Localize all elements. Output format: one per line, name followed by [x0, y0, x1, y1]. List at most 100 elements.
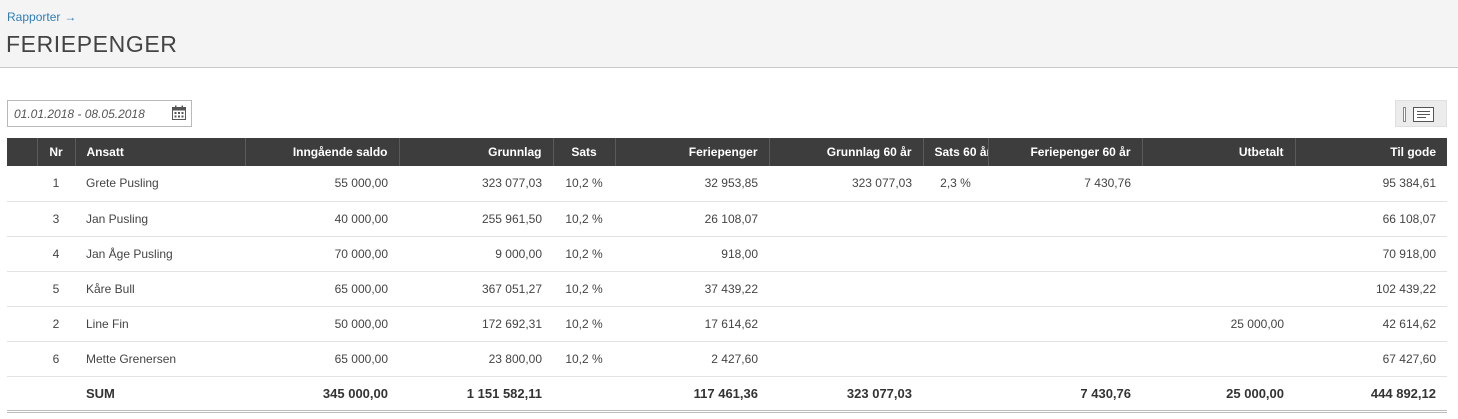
cell-rate: 10,2 % — [553, 306, 615, 342]
document-view-icon — [1413, 107, 1434, 122]
cell-nr: 5 — [37, 271, 75, 307]
sum-cell-holiday-pay: 117 461,36 — [615, 376, 769, 413]
breadcrumb-reports-link[interactable]: Rapporter → — [7, 10, 76, 24]
cell-rate-60 — [923, 236, 988, 272]
table-header-row: Nr Ansatt Inngående saldo Grunnlag Sats … — [7, 138, 1447, 166]
cell-spacer — [7, 236, 37, 272]
sum-cell-outstanding: 444 892,12 — [1295, 376, 1447, 413]
cell-basis: 172 692,31 — [399, 306, 553, 342]
table-row[interactable]: 1 Grete Pusling 55 000,00 323 077,03 10,2 % 3… — [7, 166, 1447, 202]
cell-opening-balance: 50 000,00 — [245, 306, 399, 342]
date-range-picker[interactable] — [7, 100, 192, 127]
view-toggle-button[interactable] — [1395, 100, 1447, 127]
cell-rate-60 — [923, 306, 988, 342]
table-row[interactable]: 5 Kåre Bull 65 000,00 367 051,27 10,2 % 37 43… — [7, 271, 1447, 307]
cell-outstanding: 66 108,07 — [1295, 201, 1447, 237]
cell-outstanding: 67 427,60 — [1295, 341, 1447, 377]
cell-paid-out — [1142, 271, 1295, 307]
column-header-holiday-pay-60[interactable]: Feriepenger 60 år — [988, 138, 1143, 166]
table-row[interactable]: 3 Jan Pusling 40 000,00 255 961,50 10,2 % 26 … — [7, 201, 1447, 237]
cell-rate: 10,2 % — [553, 271, 615, 307]
column-view-icon — [1403, 107, 1406, 122]
cell-employee: Jan Pusling — [75, 201, 245, 237]
column-header-employee[interactable]: Ansatt — [75, 138, 246, 166]
cell-spacer — [7, 271, 37, 307]
cell-paid-out — [1142, 201, 1295, 237]
cell-basis-60: 323 077,03 — [769, 166, 923, 202]
cell-nr: 3 — [37, 201, 75, 237]
cell-rate-60 — [923, 341, 988, 377]
sum-cell-opening-balance: 345 000,00 — [245, 376, 399, 413]
cell-outstanding: 95 384,61 — [1295, 166, 1447, 202]
cell-rate: 10,2 % — [553, 236, 615, 272]
calendar-icon[interactable] — [171, 105, 187, 121]
sum-cell-basis-60: 323 077,03 — [769, 376, 923, 413]
cell-paid-out — [1142, 166, 1295, 202]
cell-rate-60 — [923, 201, 988, 237]
column-header-basis[interactable]: Grunnlag — [399, 138, 554, 166]
cell-nr: 4 — [37, 236, 75, 272]
cell-nr: 1 — [37, 166, 75, 202]
cell-employee: Kåre Bull — [75, 271, 245, 307]
cell-basis: 255 961,50 — [399, 201, 553, 237]
cell-outstanding: 70 918,00 — [1295, 236, 1447, 272]
cell-holiday-pay: 26 108,07 — [615, 201, 769, 237]
column-header-paid-out[interactable]: Utbetalt — [1142, 138, 1296, 166]
breadcrumb-label: Rapporter — [7, 10, 61, 24]
column-header-holiday-pay[interactable]: Feriepenger — [615, 138, 770, 166]
cell-basis: 367 051,27 — [399, 271, 553, 307]
cell-basis-60 — [769, 341, 923, 377]
table-row[interactable]: 4 Jan Åge Pusling 70 000,00 9 000,00 10,2 % 9… — [7, 236, 1447, 272]
column-header-opening-balance[interactable]: Inngående saldo — [245, 138, 400, 166]
sum-cell-rate — [553, 376, 615, 413]
cell-spacer — [7, 166, 37, 202]
cell-basis-60 — [769, 201, 923, 237]
sum-cell-paid-out: 25 000,00 — [1142, 376, 1295, 413]
cell-spacer — [7, 306, 37, 342]
cell-opening-balance: 40 000,00 — [245, 201, 399, 237]
cell-employee: Mette Grenersen — [75, 341, 245, 377]
sum-row: SUM 345 000,00 1 151 582,11 117 461,36 323 0… — [7, 376, 1447, 413]
sum-cell-holiday-pay-60: 7 430,76 — [988, 376, 1142, 413]
column-header-outstanding[interactable]: Til gode — [1295, 138, 1447, 166]
sum-cell-basis: 1 151 582,11 — [399, 376, 553, 413]
cell-employee: Grete Pusling — [75, 166, 245, 202]
cell-rate-60 — [923, 271, 988, 307]
cell-nr: 6 — [37, 341, 75, 377]
cell-outstanding: 102 439,22 — [1295, 271, 1447, 307]
column-header-basis-60[interactable]: Grunnlag 60 år — [769, 138, 924, 166]
cell-holiday-pay-60: 7 430,76 — [988, 166, 1142, 202]
cell-opening-balance: 70 000,00 — [245, 236, 399, 272]
cell-basis-60 — [769, 236, 923, 272]
page-header: Rapporter → FERIEPENGER — [0, 0, 1458, 68]
cell-holiday-pay: 2 427,60 — [615, 341, 769, 377]
table-row[interactable]: 2 Line Fin 50 000,00 172 692,31 10,2 % 17 614… — [7, 306, 1447, 342]
date-range-input[interactable] — [8, 101, 168, 126]
cell-rate: 10,2 % — [553, 166, 615, 202]
cell-employee: Jan Åge Pusling — [75, 236, 245, 272]
arrow-right-icon: → — [64, 10, 77, 24]
cell-basis-60 — [769, 306, 923, 342]
cell-holiday-pay: 32 953,85 — [615, 166, 769, 202]
column-header-rate-60[interactable]: Sats 60 år — [923, 138, 989, 166]
cell-holiday-pay-60 — [988, 236, 1142, 272]
holiday-pay-table: Nr Ansatt Inngående saldo Grunnlag Sats … — [7, 138, 1447, 413]
page-title: FERIEPENGER — [6, 31, 178, 57]
cell-nr: 2 — [37, 306, 75, 342]
table-row[interactable]: 6 Mette Grenersen 65 000,00 23 800,00 10,2 %… — [7, 341, 1447, 377]
column-header[interactable] — [7, 138, 38, 166]
cell-basis: 23 800,00 — [399, 341, 553, 377]
cell-holiday-pay: 17 614,62 — [615, 306, 769, 342]
sum-cell-spacer — [7, 376, 37, 413]
cell-basis: 323 077,03 — [399, 166, 553, 202]
sum-cell-nr — [37, 376, 75, 413]
cell-paid-out: 25 000,00 — [1142, 306, 1295, 342]
cell-outstanding: 42 614,62 — [1295, 306, 1447, 342]
cell-holiday-pay: 918,00 — [615, 236, 769, 272]
cell-opening-balance: 65 000,00 — [245, 271, 399, 307]
cell-basis: 9 000,00 — [399, 236, 553, 272]
column-header-rate[interactable]: Sats — [553, 138, 616, 166]
sum-cell-employee: SUM — [75, 376, 245, 413]
column-header-nr[interactable]: Nr — [37, 138, 76, 166]
cell-holiday-pay-60 — [988, 201, 1142, 237]
